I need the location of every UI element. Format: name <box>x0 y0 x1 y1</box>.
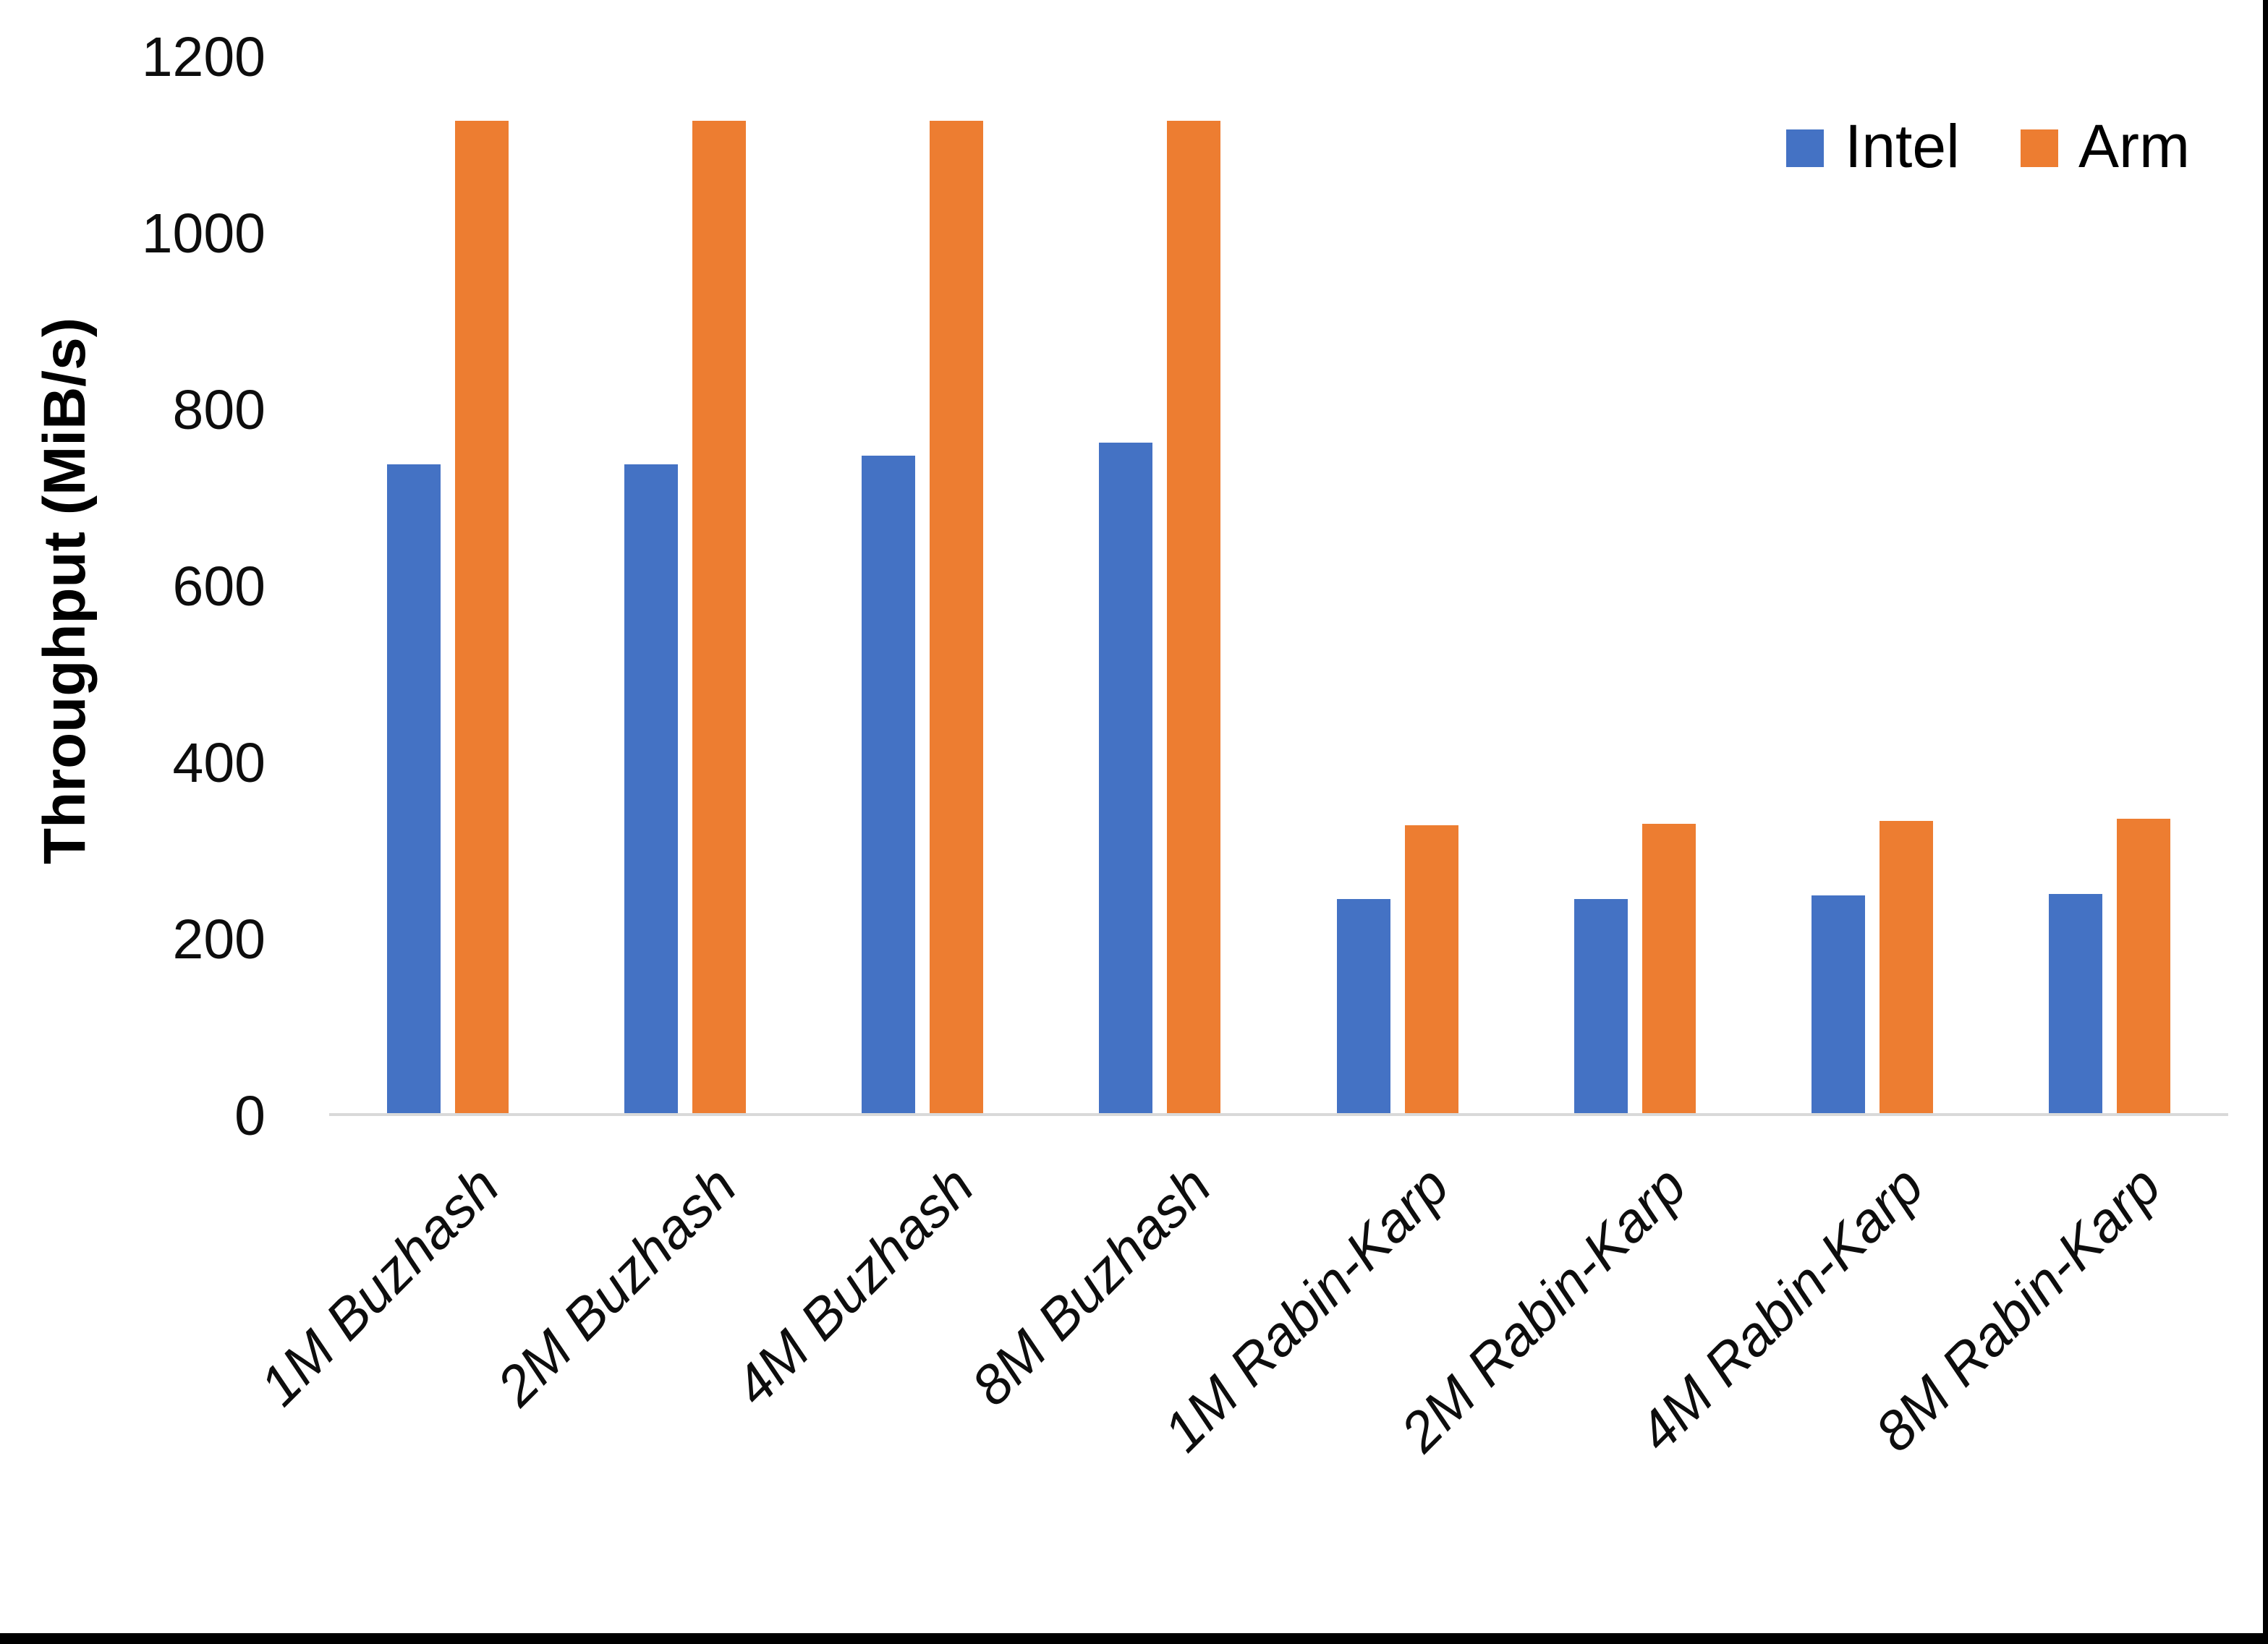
x-category-label: 1M Buzhash <box>247 1154 511 1418</box>
bar-arm-2 <box>692 120 747 1113</box>
bar-intel-7 <box>1811 895 1865 1113</box>
y-tick-label: 800 <box>172 379 266 441</box>
y-tick-label: 200 <box>172 908 266 971</box>
y-tick-label: 0 <box>234 1085 266 1147</box>
bar-arm-1 <box>455 120 509 1113</box>
bar-intel-3 <box>862 456 916 1113</box>
bar-arm-5 <box>1404 825 1458 1113</box>
y-tick-label: 600 <box>172 555 266 618</box>
bar-intel-6 <box>1573 898 1628 1113</box>
y-tick-label: 400 <box>172 732 266 794</box>
bar-intel-2 <box>624 464 679 1113</box>
legend-swatch-arm <box>2021 129 2058 167</box>
x-category-label: 8M Buzhash <box>960 1154 1223 1418</box>
legend-label-intel: Intel <box>1845 112 1960 180</box>
bar-arm-3 <box>930 120 984 1113</box>
bar-arm-7 <box>1879 821 1933 1113</box>
legend-label-arm: Arm <box>2078 112 2190 180</box>
bar-intel-8 <box>2048 894 2102 1113</box>
frame-bottom-edge <box>0 1633 2268 1644</box>
y-tick-label: 1000 <box>141 203 266 265</box>
y-tick-label: 1200 <box>141 26 266 88</box>
legend-swatch-intel <box>1786 129 1824 167</box>
bar-arm-4 <box>1167 120 1221 1113</box>
frame-right-edge <box>2263 0 2268 1644</box>
bar-arm-6 <box>1641 823 1696 1113</box>
bar-intel-1 <box>387 464 441 1113</box>
bar-arm-8 <box>2116 818 2170 1113</box>
bar-intel-4 <box>1099 442 1153 1113</box>
x-category-label: 4M Buzhash <box>723 1154 986 1418</box>
bar-intel-5 <box>1336 898 1390 1113</box>
x-axis-line <box>329 1113 2228 1116</box>
x-category-label: 2M Buzhash <box>485 1154 749 1418</box>
